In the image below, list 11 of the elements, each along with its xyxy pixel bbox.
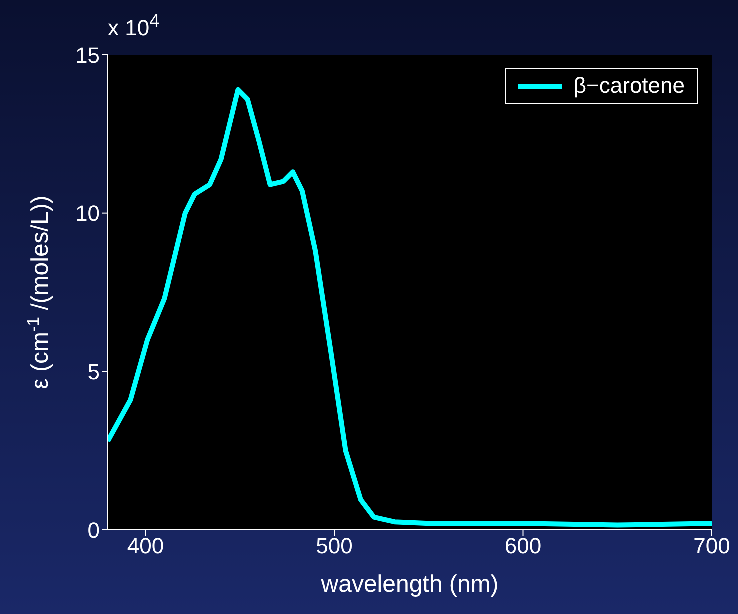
x-axis-title: wavelength (nm) xyxy=(320,571,499,598)
text: x 10$^{4}$ xyxy=(108,10,160,42)
x-tick-label: 700 xyxy=(694,534,730,559)
y-tick-label: 10 xyxy=(76,201,100,226)
y-tick-label: 5 xyxy=(88,359,100,384)
x-tick-label: 600 xyxy=(504,534,542,559)
y-tick-label: 15 xyxy=(76,42,100,68)
y-tick-label: 0 xyxy=(88,518,100,543)
x-tick-label: 400 xyxy=(127,534,164,559)
x-tick-label: 500 xyxy=(316,534,353,559)
legend-label: β−carotene xyxy=(572,73,685,99)
